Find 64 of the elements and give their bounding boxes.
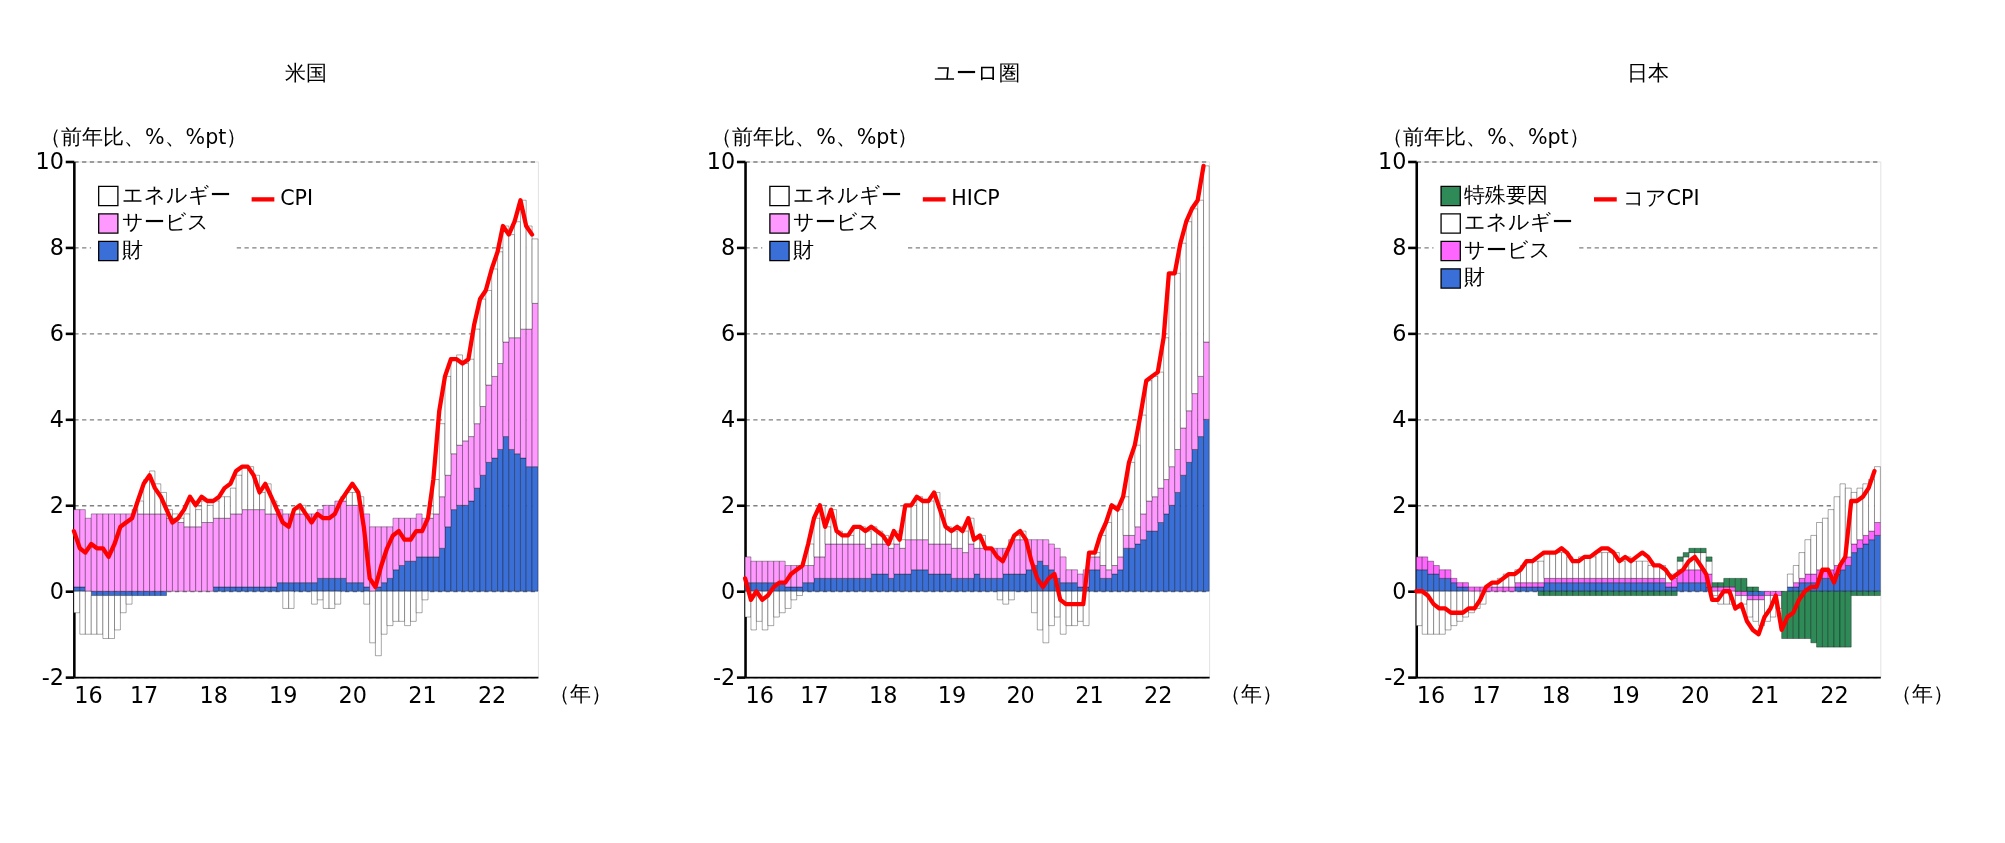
y-tick-label: 8 bbox=[721, 233, 736, 260]
y-tick-label: 2 bbox=[721, 491, 736, 518]
x-tick-label: 16 bbox=[745, 681, 774, 708]
y-tick-label: 4 bbox=[49, 405, 65, 432]
x-tick-label: 18 bbox=[199, 681, 228, 708]
y-axis-title: （前年比、%、%pt） bbox=[1382, 124, 1590, 149]
y-tick-label: 8 bbox=[49, 233, 65, 260]
x-tick-label: 17 bbox=[800, 681, 829, 708]
y-tick-label: 10 bbox=[1378, 147, 1407, 174]
x-tick-label: 21 bbox=[408, 681, 437, 708]
legend-label: 財 bbox=[122, 237, 144, 262]
x-tick-label: 18 bbox=[868, 681, 898, 708]
legend-label: HICP bbox=[951, 186, 1000, 211]
y-tick-label: 8 bbox=[1392, 233, 1407, 260]
y-tick-label: 2 bbox=[49, 491, 65, 518]
legend-label: 財 bbox=[1464, 265, 1486, 290]
y-tick-label: -2 bbox=[1384, 663, 1407, 690]
legend-label: サービス bbox=[1464, 237, 1552, 262]
legend-label: エネルギー bbox=[122, 182, 232, 207]
legend-label: エネルギー bbox=[1464, 210, 1574, 235]
y-axis-title: （前年比、%、%pt） bbox=[39, 124, 248, 149]
y-tick-label: 6 bbox=[49, 319, 65, 346]
legend-label: 特殊要因 bbox=[1464, 182, 1549, 207]
legend-label: エネルギー bbox=[793, 182, 903, 207]
x-tick-label: 19 bbox=[1611, 681, 1640, 708]
legend-label: サービス bbox=[122, 210, 210, 235]
x-axis-title: （年） bbox=[1891, 681, 1955, 706]
x-tick-label: 19 bbox=[937, 681, 967, 708]
x-axis-title: （年） bbox=[548, 681, 612, 706]
chart-title: ユーロ圏 bbox=[934, 60, 1021, 85]
y-tick-label: 6 bbox=[1392, 319, 1407, 346]
y-tick-label: 10 bbox=[706, 147, 736, 174]
x-tick-label: 16 bbox=[74, 681, 103, 708]
chart-title: 米国 bbox=[284, 60, 327, 85]
chart-title: 日本 bbox=[1627, 60, 1670, 85]
x-tick-label: 22 bbox=[1144, 681, 1173, 708]
x-tick-label: 20 bbox=[1680, 681, 1710, 708]
y-tick-label: 0 bbox=[721, 577, 736, 604]
y-tick-label: 4 bbox=[1392, 405, 1407, 432]
x-tick-label: 17 bbox=[1472, 681, 1501, 708]
x-tick-label: 21 bbox=[1750, 681, 1780, 708]
x-tick-label: 21 bbox=[1075, 681, 1104, 708]
legend-label: CPI bbox=[280, 186, 314, 211]
y-tick-label: 0 bbox=[1392, 577, 1407, 604]
y-tick-label: 2 bbox=[1392, 491, 1407, 518]
x-tick-label: 18 bbox=[1541, 681, 1571, 708]
y-tick-label: 0 bbox=[49, 577, 65, 604]
legend-label: 財 bbox=[793, 237, 815, 262]
x-tick-label: 16 bbox=[1416, 681, 1446, 708]
x-tick-label: 19 bbox=[269, 681, 298, 708]
x-tick-label: 20 bbox=[338, 681, 367, 708]
y-tick-label: 10 bbox=[35, 147, 65, 174]
x-axis-title: （年） bbox=[1219, 681, 1283, 706]
legend-label: コアCPI bbox=[1622, 186, 1700, 211]
y-tick-label: 4 bbox=[721, 405, 736, 432]
x-tick-label: 22 bbox=[477, 681, 507, 708]
y-tick-label: -2 bbox=[712, 663, 736, 690]
legend-label: サービス bbox=[793, 210, 881, 235]
y-tick-label: 6 bbox=[721, 319, 736, 346]
x-tick-label: 20 bbox=[1006, 681, 1035, 708]
y-tick-label: -2 bbox=[41, 663, 65, 690]
y-axis-title: （前年比、%、%pt） bbox=[711, 124, 919, 149]
x-tick-label: 22 bbox=[1820, 681, 1849, 708]
x-tick-label: 17 bbox=[129, 681, 159, 708]
